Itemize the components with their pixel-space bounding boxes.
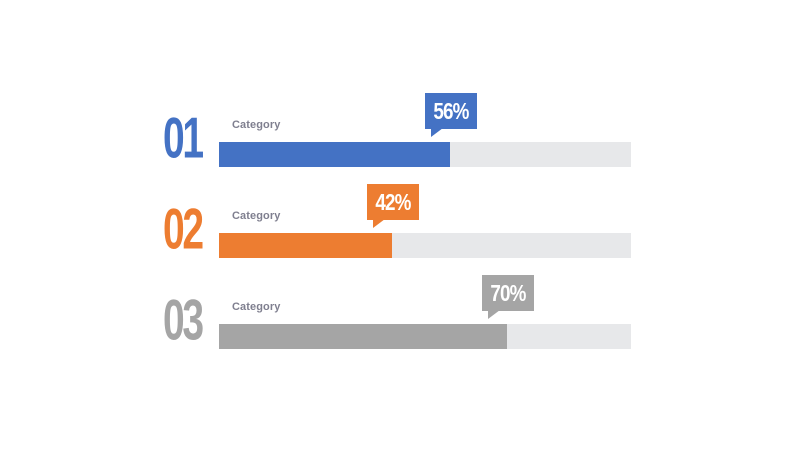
bar-track (219, 324, 631, 349)
bar-track (219, 233, 631, 258)
value-label: 70% (490, 279, 526, 306)
row-number-text: 03 (163, 287, 204, 352)
bar-track (219, 142, 631, 167)
value-callout: 56% (425, 93, 477, 137)
callout-pointer (373, 219, 385, 228)
chart-row-1: 01 Category 56% (0, 80, 800, 170)
row-number: 03 (163, 249, 205, 353)
category-label: Category (232, 301, 281, 313)
bar-fill (219, 142, 450, 167)
value-callout: 42% (367, 184, 419, 228)
row-number: 02 (163, 158, 205, 262)
callout-pointer (488, 310, 500, 319)
value-label: 42% (375, 188, 411, 215)
callout-pointer (431, 128, 443, 137)
row-number-text: 01 (163, 105, 204, 170)
chart-row-3: 03 Category 70% (0, 262, 800, 352)
row-number: 01 (163, 67, 205, 171)
chart-row-2: 02 Category 42% (0, 171, 800, 261)
category-label: Category (232, 119, 281, 131)
bar-fill (219, 233, 392, 258)
value-label: 56% (433, 97, 469, 124)
bar-fill (219, 324, 507, 349)
row-number-text: 02 (163, 196, 204, 261)
value-callout: 70% (482, 275, 534, 319)
category-label: Category (232, 210, 281, 222)
